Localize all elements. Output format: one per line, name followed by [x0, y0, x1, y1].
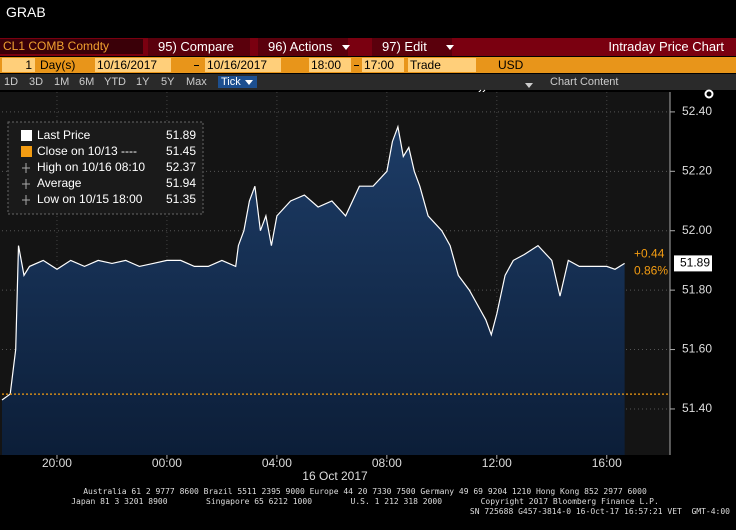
end-date[interactable]: 10/16/2017	[205, 58, 281, 72]
legend: Last Price 51.89 Close on 10/13 ---- 51.45 H…	[7, 121, 204, 215]
period-button[interactable]: 1Y	[136, 76, 150, 88]
chart-content-button[interactable]: Chart Content	[550, 76, 619, 88]
period-button[interactable]: 1D	[4, 76, 19, 88]
legend-value: 52.37	[166, 160, 196, 174]
x-tick-label: 04:00	[262, 456, 292, 470]
x-tick-label: 20:00	[42, 456, 72, 470]
dropdown-icon	[342, 45, 350, 50]
legend-box	[7, 121, 204, 215]
separator	[194, 65, 199, 66]
y-tick-label: 52.00	[682, 223, 712, 237]
last-price-label: 51.89	[680, 256, 710, 270]
legend-icon	[22, 195, 30, 205]
footer-line: Japan 81 3 3201 8900 Singapore 65 6212 1…	[71, 497, 659, 506]
chart-name: Intraday Price Chart	[608, 39, 724, 54]
change-pct-label: 0.86%	[634, 264, 668, 278]
currency: USD	[498, 58, 524, 72]
period-button[interactable]: 6M	[79, 76, 95, 88]
y-tick-label: 51.80	[682, 282, 712, 296]
start-date[interactable]: 10/16/2017	[95, 58, 171, 72]
legend-value: 51.94	[166, 176, 196, 190]
legend-icon	[22, 163, 30, 173]
actions-button[interactable]: 96) Actions	[258, 38, 348, 56]
period-button[interactable]: 1M	[54, 76, 70, 88]
period-bar: Chart Content 1D 3D 1M 6M YTD 1Y 5Y Max Tick	[0, 74, 736, 99]
date-label: 16 Oct 2017	[302, 469, 368, 483]
gear-icon	[704, 89, 714, 99]
dropdown-icon	[446, 45, 454, 50]
legend-label: Last Price	[37, 128, 91, 142]
legend-value: 51.35	[166, 192, 196, 206]
legend-swatch	[21, 130, 32, 141]
legend-value: 51.89	[166, 128, 196, 142]
y-tick-label: 52.20	[682, 163, 712, 177]
x-tick-label: 16:00	[592, 456, 622, 470]
period-button[interactable]: Tick	[218, 76, 257, 88]
legend-value: 51.45	[166, 144, 196, 158]
dropdown-icon	[244, 80, 253, 85]
last-price-tag	[674, 255, 712, 272]
days-unit: Day(s)	[40, 58, 76, 72]
legend-icon	[22, 179, 30, 189]
toolbar: CL1 COMB Comdty 95) Compare 96) Actions …	[0, 38, 736, 56]
legend-label: Average	[37, 176, 82, 190]
security-input[interactable]: CL1 COMB Comdty	[0, 39, 143, 54]
period-button[interactable]: 3D	[29, 76, 44, 88]
legend-label: Low on 10/15 18:00	[37, 192, 143, 206]
days-input[interactable]: 1	[2, 58, 35, 72]
chart-content-icon	[525, 79, 533, 91]
range-bar: 1 Day(s) 10/16/2017 10/16/2017 18:00 17:…	[0, 57, 736, 73]
x-tick-label: 08:00	[372, 456, 402, 470]
period-button[interactable]: 5Y	[161, 76, 175, 88]
edit-button[interactable]: 97) Edit	[372, 38, 452, 56]
compare-button[interactable]: 95) Compare	[148, 38, 250, 56]
footer-line: SN 725688 G457-3814-0 16-Oct-17 16:57:21…	[469, 507, 730, 516]
end-time[interactable]: 17:00	[362, 58, 404, 72]
field-select[interactable]: Trade	[408, 58, 476, 72]
y-tick-label: 51.40	[682, 401, 712, 415]
footer: Australia 61 2 9777 8600 Brazil 5511 239…	[0, 487, 736, 517]
footer-line: Australia 61 2 9777 8600 Brazil 5511 239…	[83, 487, 647, 496]
y-tick-label: 52.40	[682, 104, 712, 118]
price-area	[2, 126, 625, 456]
settings-icon[interactable]	[686, 77, 714, 102]
x-tick-label: 00:00	[152, 456, 182, 470]
y-tick-label: 51.60	[682, 342, 712, 356]
x-tick-label: 12:00	[482, 456, 512, 470]
price-line	[1, 124, 625, 401]
change-label: +0.44	[634, 247, 665, 261]
period-button[interactable]: Max	[186, 76, 207, 88]
separator	[354, 65, 359, 66]
start-time[interactable]: 18:00	[309, 58, 351, 72]
legend-label: High on 10/16 08:10	[37, 160, 145, 174]
legend-label: Close on 10/13 ----	[37, 144, 137, 158]
legend-swatch	[21, 146, 32, 157]
window-title: GRAB	[6, 4, 46, 20]
period-button[interactable]: YTD	[104, 76, 126, 88]
chart: 16 Oct 2017 51.40 51.60 51.80 52.00 52.20 52.…	[0, 92, 712, 483]
